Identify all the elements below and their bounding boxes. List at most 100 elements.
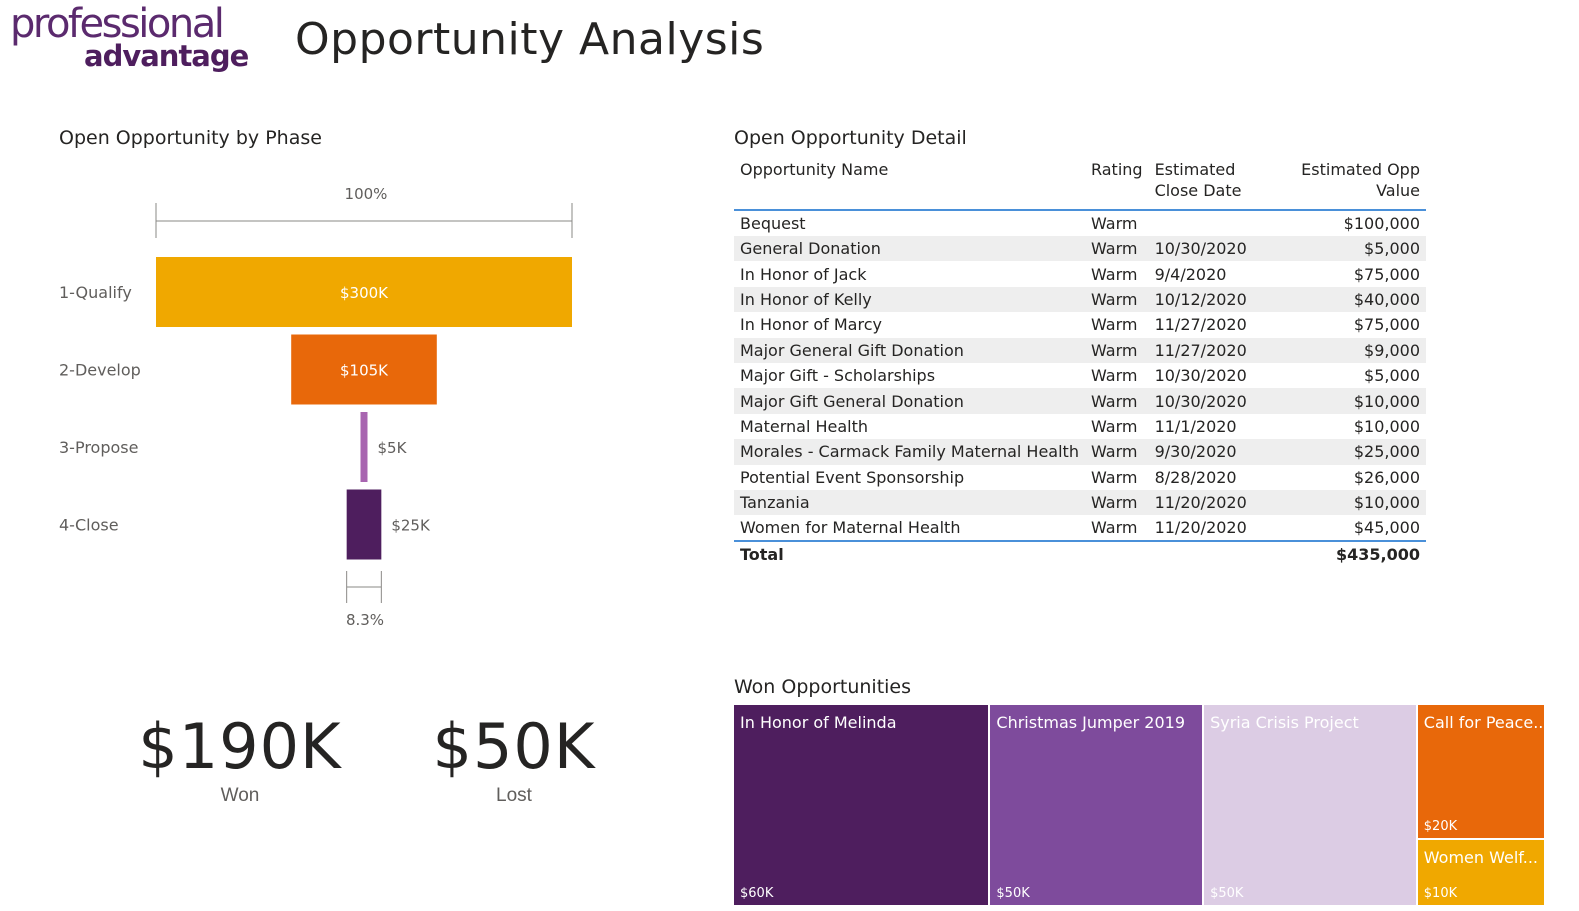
opportunity-table: Opportunity Name Rating Estimated Close … xyxy=(734,155,1426,568)
funnel-bar xyxy=(156,257,572,327)
kpi-won-label: Won xyxy=(220,785,260,806)
cell-rating: Warm xyxy=(1084,439,1149,465)
column-header-close-date[interactable]: Estimated Close Date xyxy=(1148,155,1262,211)
page-title: Opportunity Analysis xyxy=(295,14,765,65)
cell-name: In Honor of Marcy xyxy=(740,315,882,335)
cell-rating: Warm xyxy=(1090,518,1138,538)
kpi-lost-value: $50K xyxy=(432,710,596,783)
table-row[interactable]: Potential Event Sponsorship Warm 8/28/2020… xyxy=(734,465,1426,490)
table-row[interactable]: Major General Gift Donation Warm 11/27/202… xyxy=(734,337,1426,363)
cell-rating: Warm xyxy=(1084,337,1149,363)
funnel-title: Open Opportunity by Phase xyxy=(59,127,322,149)
kpi-lost-label: Lost xyxy=(496,785,532,806)
cell-name: Morales - Carmack Family Maternal Health xyxy=(734,439,1085,465)
kpi-won-value: $190K xyxy=(138,710,342,783)
cell-name: In Honor of Jack xyxy=(740,264,867,284)
cell-close-date: 11/20/2020 xyxy=(1148,489,1262,516)
logo-text-top: professional xyxy=(10,1,225,47)
logo-text-bottom: advantage xyxy=(84,39,249,73)
cell-name: Bequest xyxy=(740,214,806,233)
treemap-tile-value: $20K xyxy=(1423,818,1458,834)
cell-name: Maternal Health xyxy=(740,416,869,436)
funnel-category-label: 4-Close xyxy=(59,516,119,535)
treemap-tile[interactable]: Christmas Jumper 2019 $50K xyxy=(989,704,1204,906)
cell-value: $25,000 xyxy=(1261,439,1426,465)
total-value: $435,000 xyxy=(1261,540,1426,568)
total-label: Total xyxy=(734,540,1085,568)
treemap-tile[interactable]: Syria Crisis Project $50K xyxy=(1203,704,1417,906)
cell-rating: Warm xyxy=(1090,214,1138,233)
treemap-tile-label: Call for Peace... xyxy=(1423,713,1545,732)
cell-rating: Warm xyxy=(1084,286,1149,313)
table-row[interactable]: Women for Maternal Health Warm 11/20/2020 $… xyxy=(734,515,1426,541)
cell-rating: Warm xyxy=(1084,489,1149,516)
cell-value: $75,000 xyxy=(1353,315,1420,335)
cell-name: Potential Event Sponsorship xyxy=(740,467,965,487)
table-row[interactable]: Bequest Warm $100,000 xyxy=(734,210,1426,236)
cell-value: $10,000 xyxy=(1353,416,1420,436)
funnel-bar xyxy=(360,412,368,482)
treemap-tile-label: Christmas Jumper 2019 xyxy=(996,713,1185,732)
table-row[interactable]: Morales - Carmack Family Maternal Health… xyxy=(734,439,1426,465)
table-row[interactable]: General Donation Warm 10/30/2020 $5,000 xyxy=(734,236,1426,262)
cell-value: $10,000 xyxy=(1261,489,1426,516)
cell-value: $5,000 xyxy=(1364,366,1420,386)
cell-close-date: 11/27/2020 xyxy=(1154,315,1247,335)
cell-value: $40,000 xyxy=(1261,286,1426,313)
funnel-value-label: $105K xyxy=(340,362,389,380)
cell-rating: Warm xyxy=(1090,366,1138,386)
cell-name: Major General Gift Donation xyxy=(734,337,1085,363)
funnel-category-label: 3-Propose xyxy=(59,438,138,457)
table-row[interactable]: Major Gift - Scholarships Warm 10/30/2020 $… xyxy=(734,363,1426,388)
treemap-tile[interactable]: In Honor of Melinda $60K xyxy=(733,704,990,906)
cell-value: $45,000 xyxy=(1353,518,1420,538)
cell-rating: Warm xyxy=(1084,236,1149,262)
treemap-tile[interactable]: Women Welf... $10K xyxy=(1416,838,1545,906)
table-row[interactable]: Major Gift General Donation Warm 10/30/202… xyxy=(734,388,1426,414)
funnel-category-label: 1-Qualify xyxy=(59,283,132,302)
funnel-value-label: $25K xyxy=(391,517,431,535)
cell-name: Major Gift - Scholarships xyxy=(740,366,936,386)
table-row[interactable]: In Honor of Jack Warm 9/4/2020 $75,000 xyxy=(734,261,1426,286)
top-percent-label: 100% xyxy=(345,185,388,203)
table-row[interactable]: Tanzania Warm 11/20/2020 $10,000 xyxy=(734,489,1426,516)
kpi-lost: $50K Lost xyxy=(394,710,634,807)
table-row[interactable]: Maternal Health Warm 11/1/2020 $10,000 xyxy=(734,414,1426,439)
treemap-tile-label: In Honor of Melinda xyxy=(740,713,897,732)
treemap-tile-label: Syria Crisis Project xyxy=(1210,713,1359,732)
cell-value: $26,000 xyxy=(1353,467,1420,487)
cell-close-date: 11/27/2020 xyxy=(1148,337,1262,363)
cell-name: General Donation xyxy=(734,236,1085,262)
cell-value: $10,000 xyxy=(1261,388,1426,414)
cell-rating: Warm xyxy=(1084,388,1149,414)
kpi-won: $190K Won xyxy=(120,710,360,807)
funnel-value-label: $5K xyxy=(378,439,408,457)
treemap-chart: In Honor of Melinda $60K Christmas Jumper … xyxy=(733,704,1545,906)
cell-close-date: 10/12/2020 xyxy=(1148,286,1262,313)
treemap-tile[interactable]: Call for Peace... $20K xyxy=(1416,704,1545,839)
table-body: Bequest Warm $100,000 General Donation Warm 1… xyxy=(734,210,1426,541)
cell-close-date: 9/4/2020 xyxy=(1154,264,1227,284)
table-header-row: Opportunity Name Rating Estimated Close … xyxy=(734,155,1426,211)
cell-value: $100,000 xyxy=(1343,214,1420,233)
cell-value: $75,000 xyxy=(1353,264,1420,284)
cell-rating: Warm xyxy=(1090,264,1138,284)
cell-rating: Warm xyxy=(1090,416,1138,436)
treemap-tile-value: $60K xyxy=(740,886,774,901)
cell-close-date: 10/30/2020 xyxy=(1148,388,1262,414)
cell-value: $9,000 xyxy=(1261,337,1426,363)
column-header-name[interactable]: Opportunity Name xyxy=(734,155,1085,211)
column-header-value[interactable]: Estimated Opp Value xyxy=(1261,155,1426,211)
cell-name: In Honor of Kelly xyxy=(734,286,1085,313)
table-row[interactable]: In Honor of Marcy Warm 11/27/2020 $75,000 xyxy=(734,312,1426,337)
table-row[interactable]: In Honor of Kelly Warm 10/12/2020 $40,000 xyxy=(734,286,1426,313)
cell-close-date: 8/28/2020 xyxy=(1154,467,1237,487)
cell-close-date: 11/20/2020 xyxy=(1154,518,1247,538)
treemap-tile-value: $50K xyxy=(996,886,1030,901)
company-logo: professional advantage xyxy=(10,4,250,74)
funnel-bar xyxy=(346,489,382,560)
cell-close-date: 10/30/2020 xyxy=(1154,366,1247,386)
cell-name: Tanzania xyxy=(734,489,1085,516)
cell-close-date: 11/1/2020 xyxy=(1154,416,1237,436)
column-header-rating[interactable]: Rating xyxy=(1084,155,1149,211)
